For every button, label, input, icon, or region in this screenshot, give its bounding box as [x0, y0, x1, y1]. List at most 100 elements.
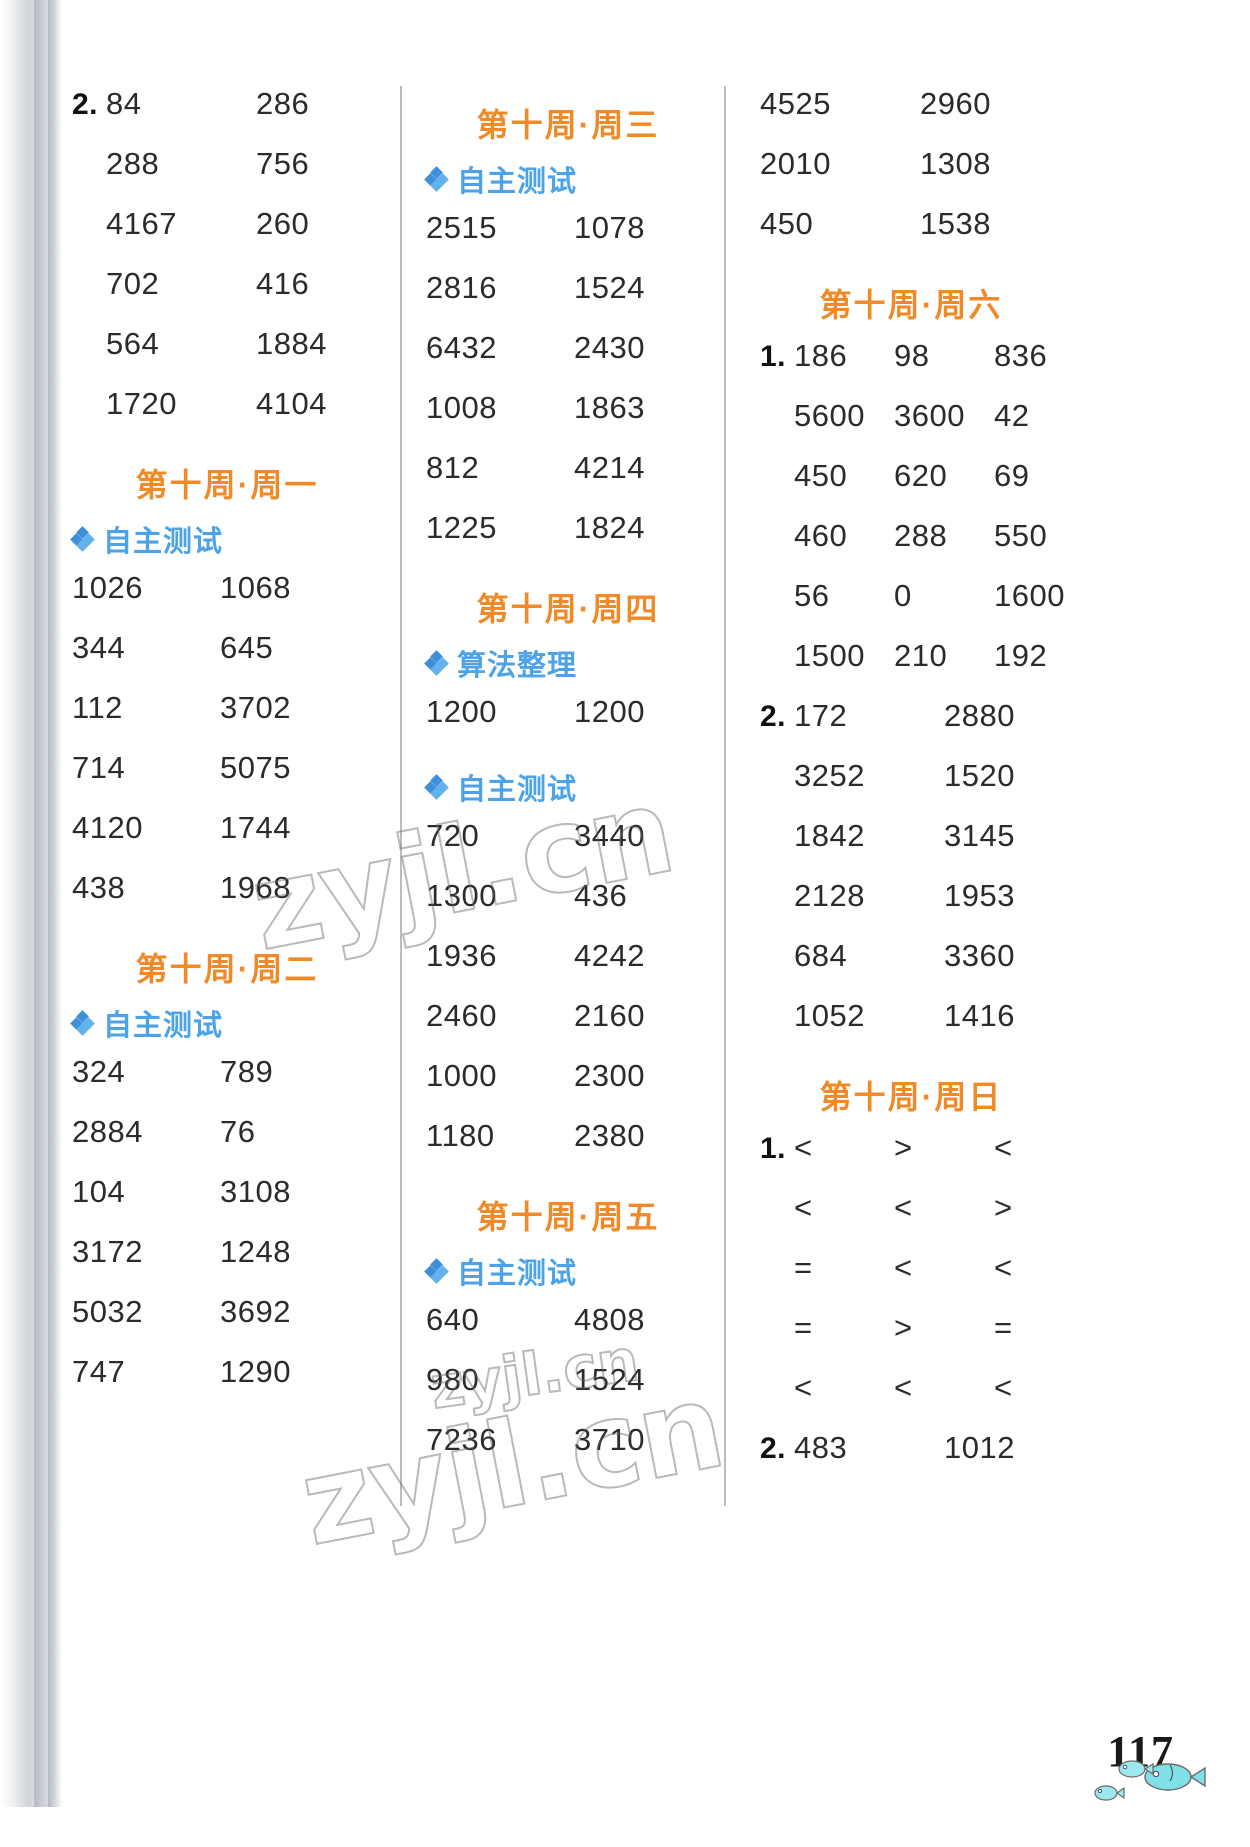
- answer-value: 1225: [426, 510, 497, 545]
- answer-group: 2515 1078 2816 1524 6432 2430 1008 1863 812 4214 1…: [426, 210, 710, 570]
- answer-row: 812 4214: [426, 450, 710, 510]
- answer-value: 4104: [256, 386, 327, 421]
- section-subheading-label: 自主测试: [103, 1010, 224, 1042]
- answer-value: 2884: [72, 1114, 143, 1149]
- answer-value: 4167: [106, 206, 177, 241]
- answer-value: =: [994, 1310, 1013, 1345]
- answer-row: 2. 172 2880: [756, 698, 1084, 758]
- answer-value: 104: [72, 1174, 126, 1209]
- answer-value: 684: [794, 938, 848, 973]
- answer-value: 210: [894, 638, 948, 673]
- answer-value: 1180: [426, 1118, 495, 1153]
- answer-value: 416: [256, 266, 310, 301]
- answer-value: 84: [106, 86, 142, 121]
- diamond-bullet-icon: [424, 650, 449, 676]
- answer-value: 1524: [574, 1362, 645, 1397]
- answer-value: 4242: [574, 938, 645, 973]
- answer-value: 344: [72, 630, 126, 665]
- answer-value: 192: [994, 638, 1048, 673]
- answer-group: 640 4808 980 1524 7236 3710: [426, 1302, 710, 1482]
- answer-row: 714 5075: [72, 750, 392, 810]
- answer-group: 1.<><1.<<>1.=<<1.=>=1.<<<: [756, 1130, 1084, 1430]
- answer-value: 3108: [220, 1174, 291, 1209]
- answer-row: 3172 1248: [72, 1234, 392, 1294]
- answer-value: 288: [106, 146, 160, 181]
- answer-value: 56: [794, 578, 830, 613]
- answer-value: 564: [106, 326, 160, 361]
- answer-row: 2010 1308: [756, 146, 1084, 206]
- week-day-heading: 第十周·周三: [476, 107, 660, 143]
- answer-value: 1000: [426, 1058, 497, 1093]
- answer-value: 1538: [920, 206, 991, 241]
- answer-value: 1012: [944, 1430, 1015, 1465]
- answer-row: 1225 1824: [426, 510, 710, 570]
- answer-value: 2460: [426, 998, 497, 1033]
- answer-value: 2816: [426, 270, 497, 305]
- answer-value: 789: [220, 1054, 274, 1089]
- answer-value: 747: [72, 1354, 126, 1389]
- answer-row: 112 3702: [72, 690, 392, 750]
- answer-value: >: [894, 1130, 913, 1165]
- answer-value: 286: [256, 86, 310, 121]
- answer-row: 5032 3692: [72, 1294, 392, 1354]
- answer-row: 747 1290: [72, 1354, 392, 1414]
- answer-value: <: [894, 1370, 913, 1405]
- answer-row: 2884 76: [72, 1114, 392, 1174]
- answer-value: 2515: [426, 210, 497, 245]
- answer-value: 812: [426, 450, 480, 485]
- answer-value: 1078: [574, 210, 645, 245]
- answer-value: 1953: [944, 878, 1015, 913]
- answer-row: 1. < > <: [756, 1130, 1084, 1190]
- question-number: 2.: [760, 700, 787, 733]
- section-subheading-label: 算法整理: [457, 650, 578, 682]
- answer-group: 1026 1068 344 645 112 3702 714 5075 4120 1744 438 1…: [72, 570, 392, 930]
- answer-value: 1052: [794, 998, 865, 1033]
- answer-value: 3172: [72, 1234, 143, 1269]
- answer-value: 1968: [220, 870, 291, 905]
- answer-value: 1842: [794, 818, 865, 853]
- answer-value: <: [994, 1130, 1013, 1165]
- answer-value: 483: [794, 1430, 848, 1465]
- answer-value: 450: [760, 206, 814, 241]
- section-subheading-label: 自主测试: [457, 1258, 578, 1290]
- answer-value: 1248: [220, 1234, 291, 1269]
- answer-group: 4525 2960 2010 1308 450 1538: [756, 86, 1084, 266]
- answer-value: 702: [106, 266, 160, 301]
- answer-value: 1008: [426, 390, 497, 425]
- answer-group: 1200 1200: [426, 694, 710, 754]
- answer-value: 3145: [944, 818, 1015, 853]
- answer-value: 1863: [574, 390, 645, 425]
- answer-value: 836: [994, 338, 1048, 373]
- col-2: 第十周·周三 自主测试 2515 1078 2816 1524 6432 2430 1008 18…: [400, 86, 710, 1506]
- section-subheading: 自主测试: [424, 766, 710, 808]
- week-day-heading: 第十周·周五: [476, 1199, 660, 1235]
- answer-value: <: [794, 1370, 813, 1405]
- answer-row: 7236 3710: [426, 1422, 710, 1482]
- answer-row: 1.<<>: [756, 1190, 1084, 1250]
- answer-value: 6432: [426, 330, 497, 365]
- section-subheading: 算法整理: [424, 642, 710, 684]
- answer-row: 1.<<<: [756, 1370, 1084, 1430]
- answer-value: >: [894, 1310, 913, 1345]
- answer-value: 2300: [574, 1058, 645, 1093]
- answer-value: 5032: [72, 1294, 143, 1329]
- answer-value: 645: [220, 630, 274, 665]
- answer-row: 344 645: [72, 630, 392, 690]
- answer-row: 2460 2160: [426, 998, 710, 1058]
- answer-value: 76: [220, 1114, 256, 1149]
- answer-value: 436: [574, 878, 628, 913]
- answer-row: 1026 1068: [72, 570, 392, 630]
- answer-value: >: [994, 1190, 1013, 1225]
- section-subheading: 自主测试: [70, 1002, 392, 1044]
- answer-value: 1600: [994, 578, 1065, 613]
